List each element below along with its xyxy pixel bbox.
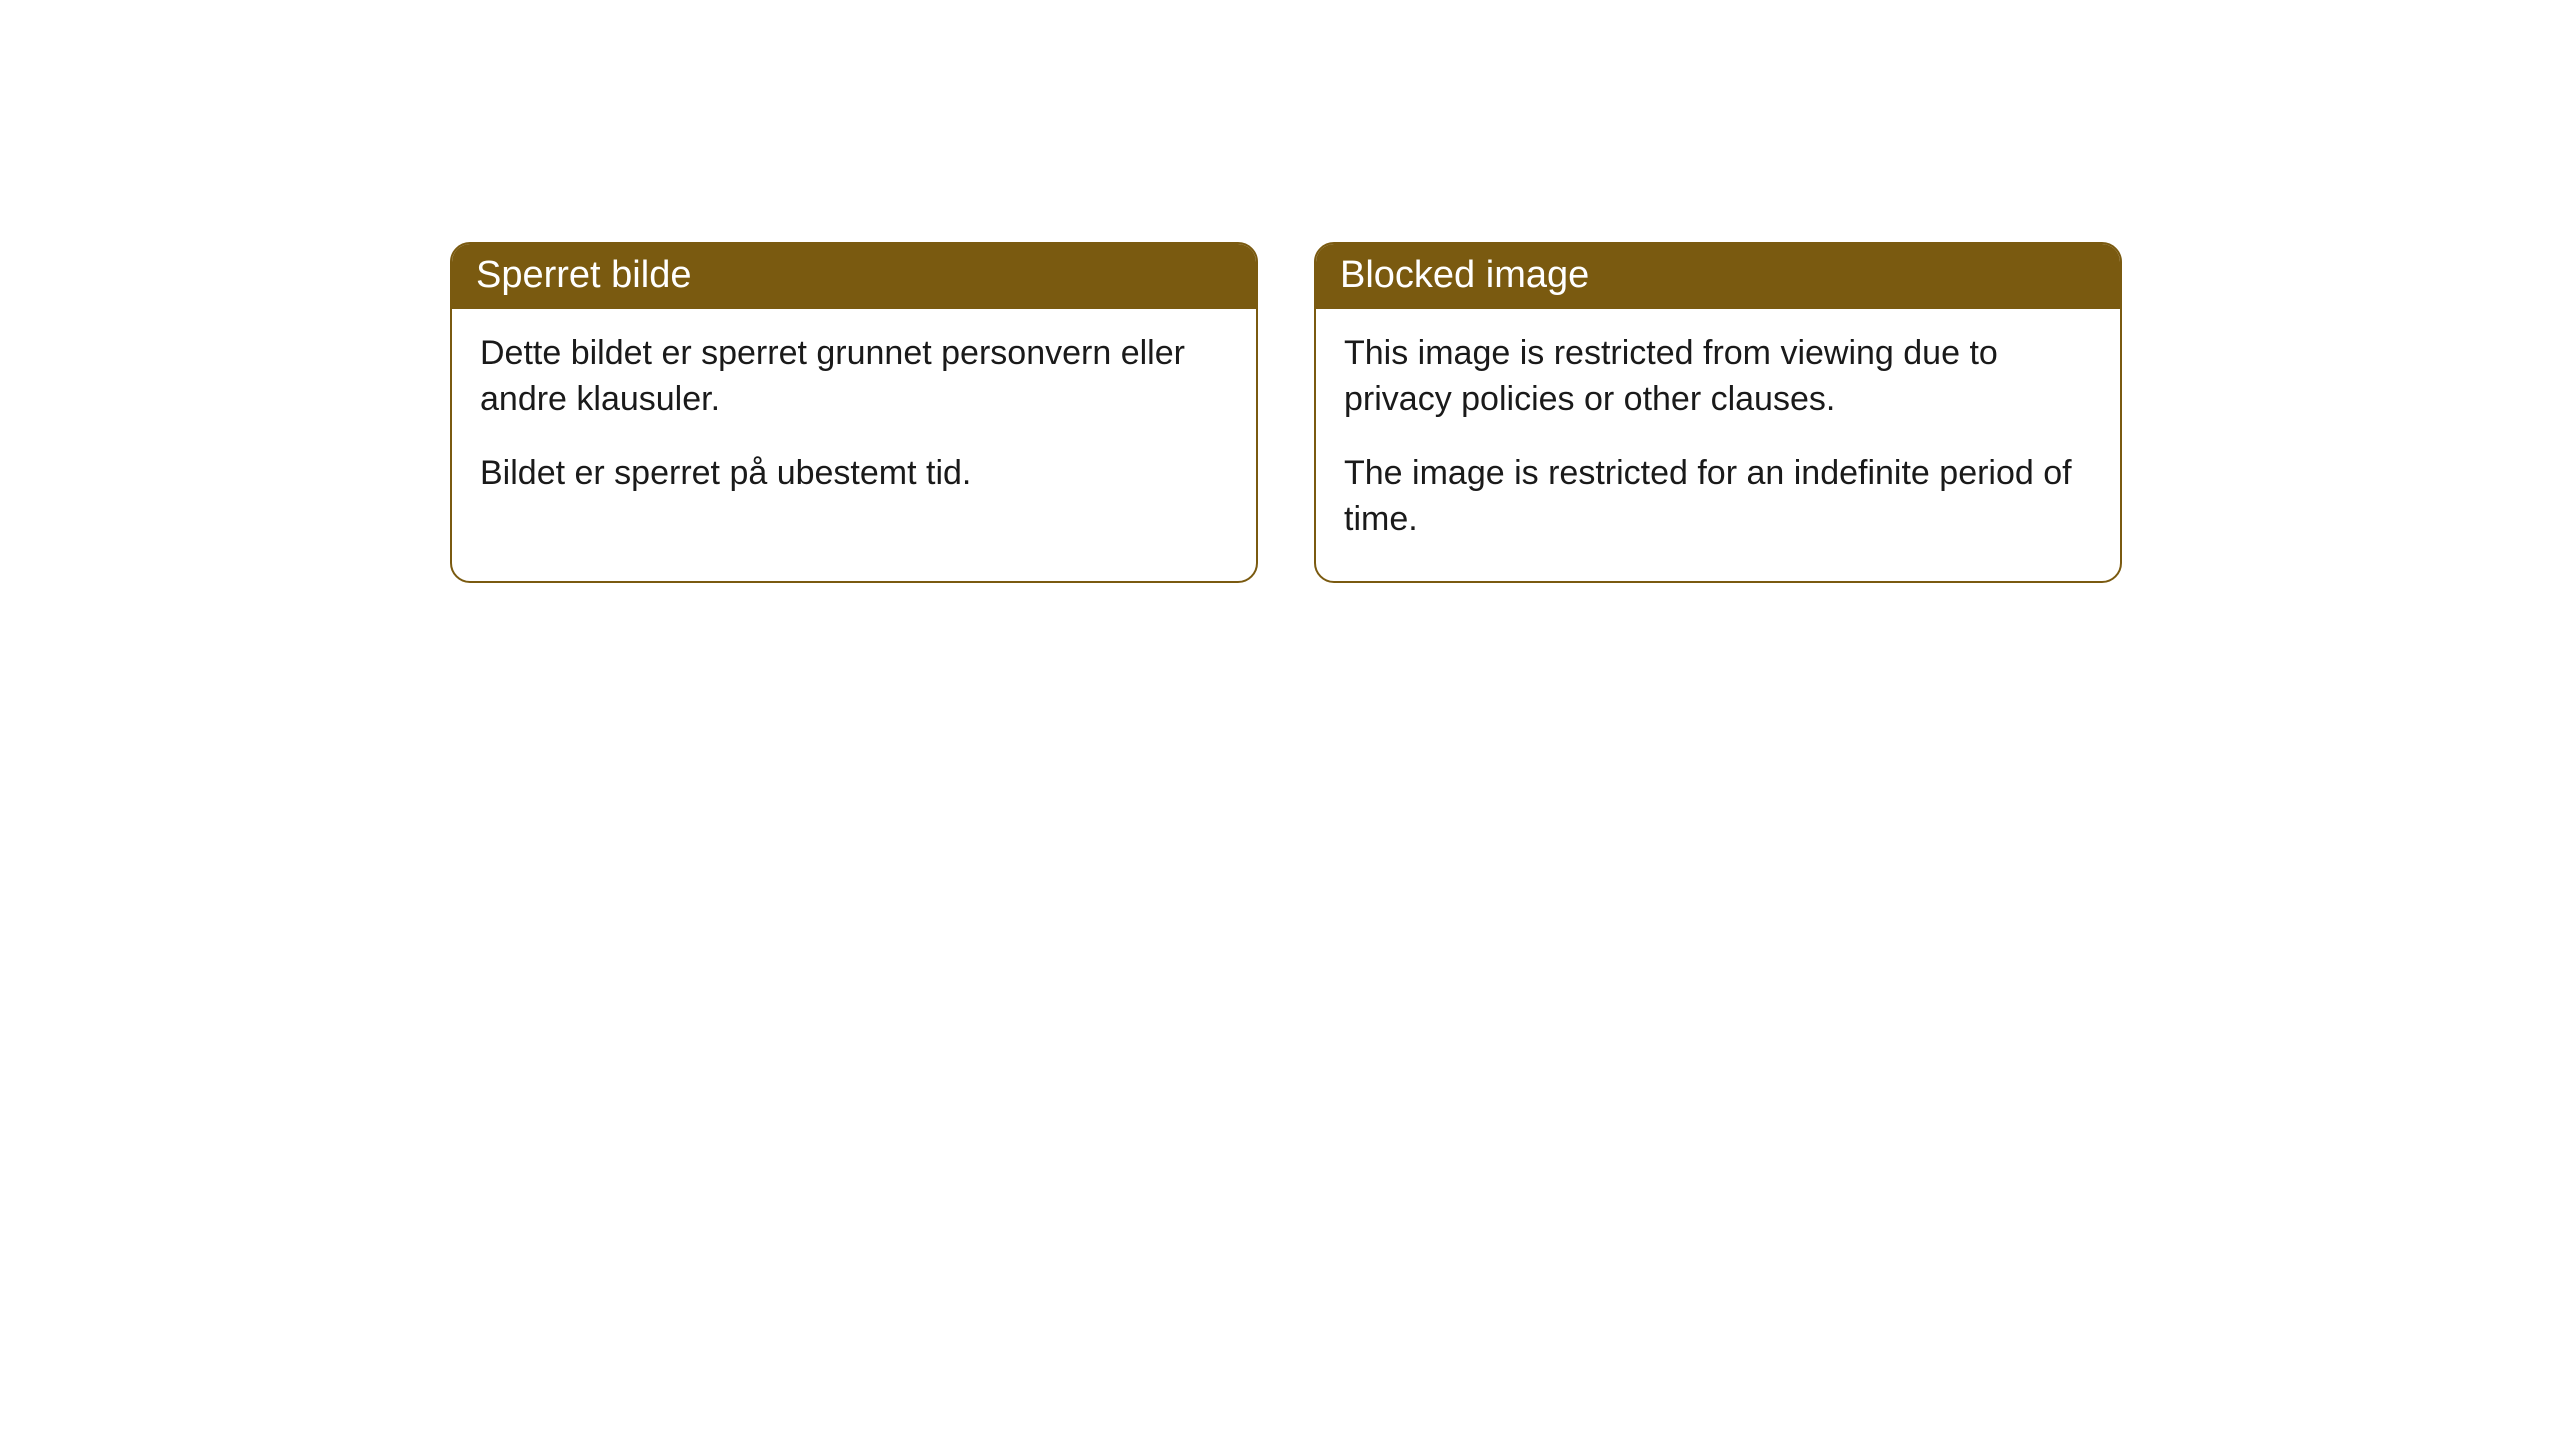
card-title: Sperret bilde — [452, 244, 1256, 309]
blocked-image-card-en: Blocked image This image is restricted f… — [1314, 242, 2122, 583]
card-body-paragraph: The image is restricted for an indefinit… — [1344, 451, 2092, 543]
card-body-paragraph: Dette bildet er sperret grunnet personve… — [480, 331, 1228, 423]
notice-cards-container: Sperret bilde Dette bildet er sperret gr… — [0, 0, 2560, 583]
blocked-image-card-no: Sperret bilde Dette bildet er sperret gr… — [450, 242, 1258, 583]
card-title: Blocked image — [1316, 244, 2120, 309]
card-body: This image is restricted from viewing du… — [1316, 309, 2120, 581]
card-body-paragraph: Bildet er sperret på ubestemt tid. — [480, 451, 1228, 497]
card-body-paragraph: This image is restricted from viewing du… — [1344, 331, 2092, 423]
card-body: Dette bildet er sperret grunnet personve… — [452, 309, 1256, 535]
